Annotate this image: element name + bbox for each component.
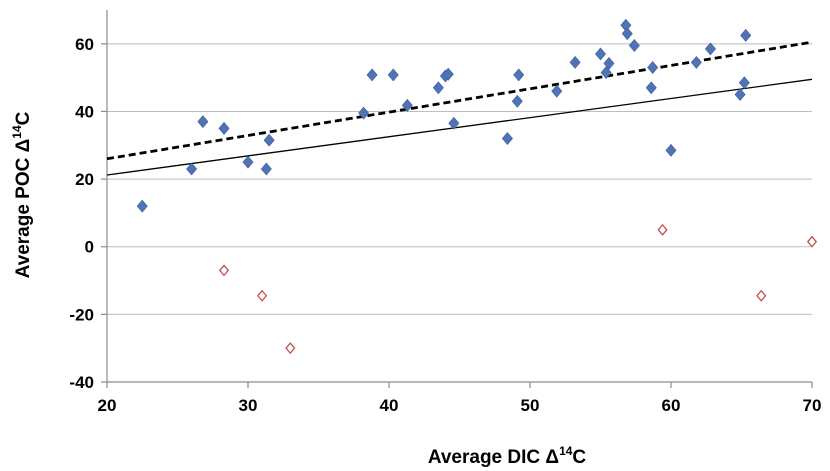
y-axis-title: Average POC Δ14C <box>10 111 34 278</box>
y-tick-label: 40 <box>75 102 94 121</box>
filled-data-point <box>432 81 444 95</box>
filled-data-point <box>569 55 581 69</box>
filled-data-point <box>513 68 525 82</box>
filled-data-point <box>511 94 523 108</box>
filled-data-point <box>645 81 657 95</box>
filled-data-point <box>501 132 513 145</box>
y-tick-label: 20 <box>75 170 94 189</box>
open-data-point <box>657 223 668 236</box>
open-data-point <box>218 264 230 277</box>
filled-data-point <box>387 68 399 82</box>
open-data-point <box>256 289 268 302</box>
filled-data-point <box>740 28 752 42</box>
filled-data-point <box>218 121 230 135</box>
gridlines <box>107 43 812 315</box>
filled-data-point <box>366 68 378 82</box>
y-tick-label: -40 <box>69 373 94 392</box>
filled-data-point <box>186 162 198 176</box>
x-axis-title: Average DIC Δ14C <box>428 444 587 468</box>
filled-data-point <box>197 115 209 129</box>
open-data-point <box>285 342 296 355</box>
filled-data-point <box>647 61 659 74</box>
trendlines <box>106 40 813 176</box>
filled-data-point <box>260 162 272 176</box>
x-tick-label: 60 <box>662 396 681 415</box>
open-data-point <box>806 235 818 248</box>
x-tick-label: 50 <box>521 396 540 415</box>
data-points <box>136 18 818 355</box>
open-data-point <box>756 289 767 302</box>
filled-data-point <box>704 42 716 56</box>
y-tick-label: 0 <box>85 238 94 257</box>
filled-data-point <box>442 67 454 81</box>
filled-data-point <box>690 55 702 69</box>
filled-data-point <box>551 84 563 98</box>
y-tick-label: -20 <box>69 305 94 324</box>
filled-data-point <box>621 27 633 41</box>
filled-data-point <box>734 88 746 102</box>
filled-data-point <box>448 116 460 130</box>
filled-data-point <box>595 47 606 61</box>
filled-data-point <box>603 56 615 70</box>
dashed-trendline <box>106 40 813 161</box>
filled-data-point <box>401 98 413 112</box>
x-tick-label: 70 <box>803 396 822 415</box>
x-tick-label: 40 <box>380 396 399 415</box>
filled-data-point <box>738 76 750 90</box>
filled-data-point <box>263 133 275 147</box>
solid-trendline <box>106 78 813 176</box>
x-tick-label: 20 <box>98 396 117 415</box>
tick-labels: -40 -20 0 20 40 60 20 30 40 50 60 70 <box>69 35 821 415</box>
x-tick-label: 30 <box>239 396 258 415</box>
filled-data-point <box>628 39 640 52</box>
filled-data-point <box>358 106 370 120</box>
y-tick-label: 60 <box>75 35 94 54</box>
filled-data-point <box>242 155 254 169</box>
filled-data-point <box>136 199 148 213</box>
filled-data-point <box>665 143 677 157</box>
axes <box>101 10 813 388</box>
